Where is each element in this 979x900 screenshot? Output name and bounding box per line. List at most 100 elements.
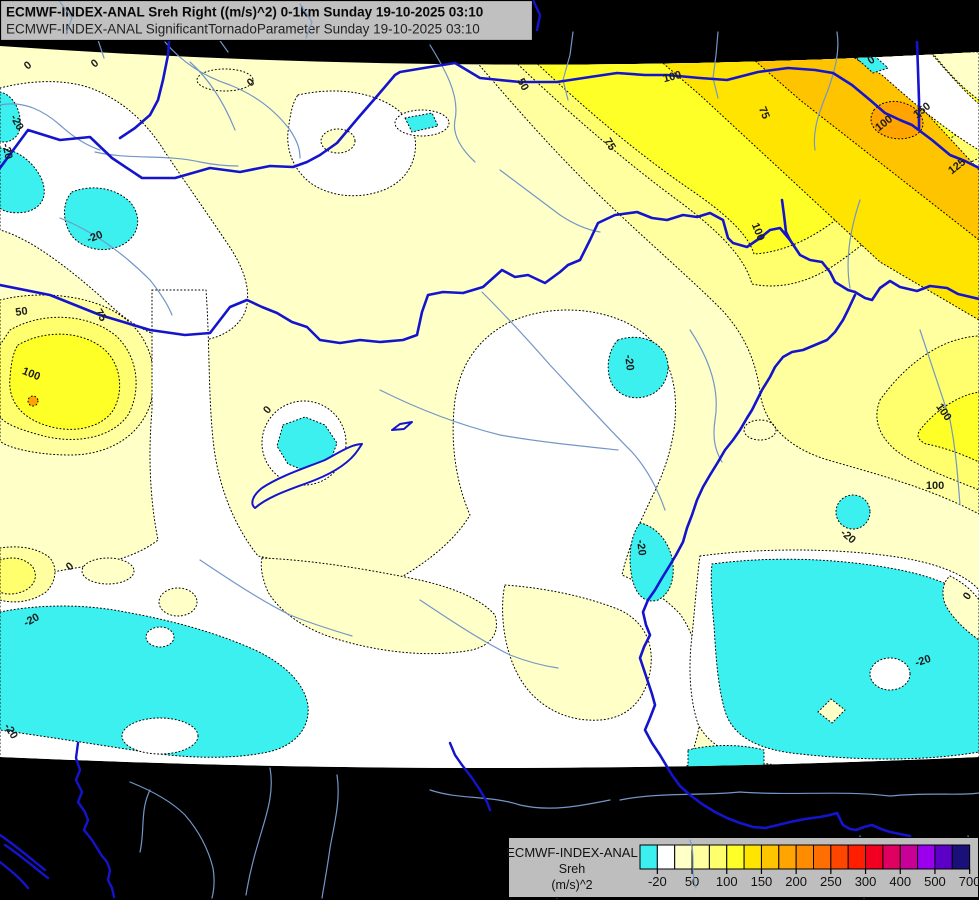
border-sw-coast2 (3, 843, 50, 880)
tributary (139, 789, 151, 853)
contour-value-label: 0 (961, 590, 974, 602)
border-sw-coast3 (0, 860, 30, 890)
fill-hole-white-se (869, 657, 911, 691)
contour-value-label: 75 (601, 136, 618, 153)
tributary (129, 781, 215, 899)
legend-tick-label: 150 (751, 874, 773, 889)
fill-region-125 (648, 51, 979, 321)
tributary (813, 31, 839, 151)
legend-tick-label: 700 (959, 874, 979, 889)
river-tisza-east (853, 279, 979, 302)
legend-color-cell (726, 844, 745, 870)
tributary (94, 151, 239, 167)
header-title-line2: ECMWF-INDEX-ANAL SignificantTornadoParam… (6, 22, 480, 37)
contour-ring (743, 419, 777, 441)
cyan-region-c2 (629, 522, 674, 602)
fill-island-cream-1 (81, 557, 135, 585)
fill-hole-white-2 (145, 626, 175, 648)
lake-balaton (251, 443, 363, 509)
tributary (481, 291, 666, 511)
legend-color-cell (934, 844, 953, 870)
fill-island-cream-2 (158, 587, 198, 617)
fill-region-sw-75 (0, 557, 36, 595)
tributary-over-header (59, 1, 73, 35)
cyan-region-se (710, 558, 979, 760)
legend-color-cell (795, 844, 815, 870)
legend-color-cell (830, 844, 849, 870)
contour-value-label: -20 (0, 142, 14, 160)
legend-tick-label: 200 (785, 874, 807, 889)
tributary (429, 789, 611, 809)
cyan-region-nw2 (0, 147, 45, 214)
cyan-region-c1 (607, 336, 669, 399)
fill-region-right-100 (917, 391, 979, 463)
legend-color-cell (951, 844, 971, 870)
river-tisza-south (638, 293, 912, 838)
fill-region-west-100 (9, 333, 121, 430)
tributary (562, 31, 574, 101)
tributary (712, 31, 719, 99)
cyan-region-c3 (835, 494, 871, 530)
contour-value-label: 100 (662, 69, 683, 85)
legend-parameter-label: Sreh (559, 862, 585, 876)
header-title-line1: ECMWF-INDEX-ANAL Sreh Right ((m/s)^2) 0-… (6, 5, 483, 20)
border-header-edge (531, 0, 542, 32)
legend-colorbar: -20 50 100 150 200 250 300 400 500 700 (639, 844, 979, 889)
tributary (164, 41, 301, 159)
header-panel (0, 0, 534, 42)
contour-value-label: 75 (756, 105, 772, 121)
legend-color-cell (899, 844, 919, 870)
overlay-river-layer (59, 1, 697, 889)
contour-value-label: -20 (85, 229, 104, 246)
legend-color-cell (708, 844, 728, 870)
legend-tick-label: 500 (924, 874, 946, 889)
contour-value-label: 50 (514, 76, 530, 92)
border-river (321, 774, 339, 899)
contour-value-label: 100 (926, 480, 944, 492)
tributary (499, 169, 601, 233)
legend-box: ECMWF-INDEX-ANAL Sreh (m/s)^2 -20 50 100 15… (506, 837, 979, 898)
legend-color-cell (778, 844, 797, 870)
fill-island-cream-se (942, 575, 979, 641)
lake-velence (391, 421, 413, 431)
fill-island-diamond-se (817, 698, 846, 724)
legend-tick-label: 300 (855, 874, 877, 889)
river-tributary-n2 (915, 40, 921, 130)
tributary (919, 329, 961, 506)
tributary-over-legend (689, 839, 697, 889)
legend-color-cell (813, 844, 832, 870)
fill-island-cream-s (502, 584, 652, 721)
legend-model-label: ECMWF-INDEX-ANAL (506, 845, 637, 860)
contour-value-label: -20 (634, 539, 648, 556)
cyan-region-sw (0, 605, 309, 758)
legend-color-cell (760, 844, 780, 870)
border-sw (74, 741, 116, 899)
tributary (379, 389, 619, 451)
legend-color-cell (917, 844, 936, 870)
legend-color-cell (865, 844, 884, 870)
fill-hole-white-1 (121, 717, 199, 755)
legend-units-label: (m/s)^2 (551, 878, 592, 892)
contour-value-label: -20 (914, 653, 933, 669)
cyan-region-nw3 (64, 187, 139, 251)
contour-value-label: -20 (622, 354, 636, 371)
legend-color-cell (674, 844, 693, 870)
tributary (189, 61, 236, 131)
legend-tick-label: 50 (685, 874, 699, 889)
cyan-region-topcenter (404, 112, 439, 133)
header-box: ECMWF-INDEX-ANAL Sreh Right ((m/s)^2) 0-… (0, 0, 534, 42)
legend-tick-label: 250 (820, 874, 842, 889)
contour-value-label: 50 (15, 305, 29, 319)
legend-tick-label: -20 (648, 874, 667, 889)
map-fill-layer (0, 46, 979, 768)
border-sw-coast1 (0, 833, 47, 872)
legend-color-cell (656, 844, 676, 870)
tributary (419, 599, 559, 669)
contour-value-label: 0 (866, 54, 878, 67)
tributary-over-header (299, 3, 313, 39)
legend-tick-label: 400 (889, 874, 911, 889)
